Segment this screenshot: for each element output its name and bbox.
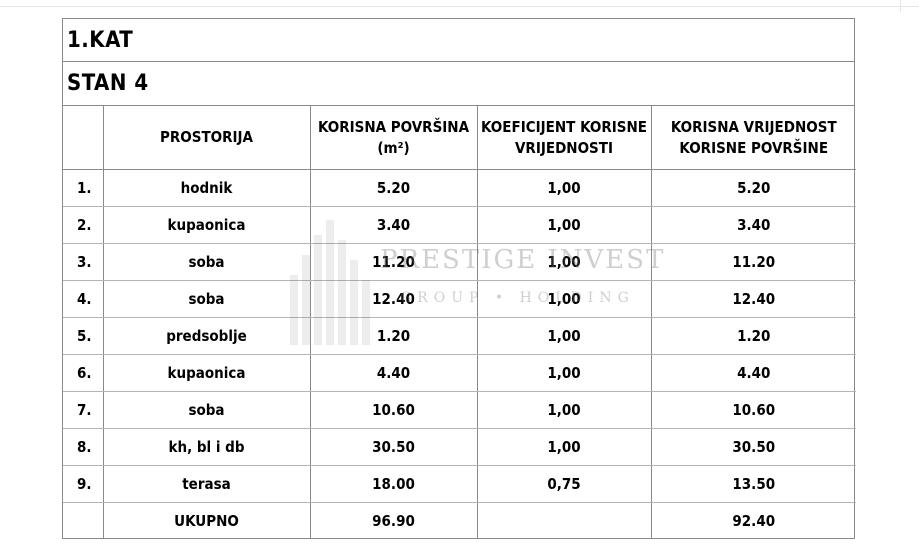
row-room: kupaonica — [103, 354, 311, 392]
table-row: 9. terasa 18.00 0,75 13.50 — [63, 465, 856, 503]
row-coefficient: 1,00 — [477, 243, 652, 281]
row-room: kupaonica — [103, 206, 311, 244]
row-number: 9. — [63, 465, 104, 503]
row-number: 8. — [63, 428, 104, 466]
header-usable-value: KORISNA VRIJEDNOST KORISNE POVRŠINE — [651, 106, 856, 170]
table-row: 6. kupaonica 4.40 1,00 4.40 — [63, 354, 856, 392]
row-number: 2. — [63, 206, 104, 244]
header-number — [63, 106, 104, 170]
row-coefficient: 1,00 — [477, 354, 652, 392]
row-value: 5.20 — [651, 169, 856, 207]
header-usable-area-line2: (m²) — [377, 138, 410, 157]
row-number: 7. — [63, 391, 104, 429]
table-row: 7. soba 10.60 1,00 10.60 — [63, 391, 856, 429]
table-row: 5. predsoblje 1.20 1,00 1.20 — [63, 317, 856, 355]
row-area: 12.40 — [310, 280, 478, 318]
header-room: PROSTORIJA — [103, 106, 311, 170]
watermark-subtext: GROUP • HOLDING — [400, 290, 635, 306]
row-coefficient: 1,00 — [477, 280, 652, 318]
row-room: hodnik — [103, 169, 311, 207]
row-room: predsoblje — [103, 317, 311, 355]
row-area: 18.00 — [310, 465, 478, 503]
total-row: UKUPNO 96.90 92.40 — [63, 502, 856, 539]
header-coefficient-line1: KOEFICIJENT KORISNE — [481, 118, 647, 137]
row-number: 5. — [63, 317, 104, 355]
row-number: 1. — [63, 169, 104, 207]
total-value: 92.40 — [732, 511, 776, 530]
row-value: 11.20 — [651, 243, 856, 281]
row-value: 4.40 — [651, 354, 856, 392]
row-room: soba — [103, 391, 311, 429]
table-row: 4. soba 12.40 1,00 12.40 — [63, 280, 856, 318]
header-usable-value-line2: KORISNE POVRŠINE — [679, 138, 829, 157]
header-usable-area-line1: KORISNA POVRŠINA — [317, 118, 470, 137]
total-coefficient — [477, 502, 652, 539]
row-value: 13.50 — [651, 465, 856, 503]
row-area: 30.50 — [310, 428, 478, 466]
row-coefficient: 1,00 — [477, 169, 652, 207]
row-coefficient: 1,00 — [477, 206, 652, 244]
row-area: 4.40 — [310, 354, 478, 392]
table-row: 2. kupaonica 3.40 1,00 3.40 — [63, 206, 856, 244]
total-area: 96.90 — [310, 502, 478, 539]
row-value: 3.40 — [651, 206, 856, 244]
row-area: 3.40 — [310, 206, 478, 244]
header-coefficient: KOEFICIJENT KORISNE VRIJEDNOSTI — [477, 106, 652, 170]
row-area: 5.20 — [310, 169, 478, 207]
row-area: 10.60 — [310, 391, 478, 429]
row-area: 1.20 — [310, 317, 478, 355]
row-value: 10.60 — [651, 391, 856, 429]
table-header-row: PROSTORIJA KORISNA POVRŠINA (m²) KOEFICI… — [63, 106, 856, 170]
header-usable-area: KORISNA POVRŠINA (m²) — [310, 106, 478, 170]
total-number — [63, 502, 104, 539]
row-area: 11.20 — [310, 243, 478, 281]
row-room: soba — [103, 243, 311, 281]
top-border — [0, 0, 919, 7]
table-row: 3. soba 11.20 1,00 11.20 — [63, 243, 856, 281]
total-label: UKUPNO — [103, 502, 311, 539]
row-coefficient: 0,75 — [477, 465, 652, 503]
right-edge-line — [900, 0, 901, 12]
row-number: 3. — [63, 243, 104, 281]
floor-title: 1.KAT — [63, 19, 854, 62]
unit-title: STAN 4 — [63, 62, 854, 106]
watermark-text: PRESTIGE INVEST — [380, 245, 666, 275]
row-room: soba — [103, 280, 311, 318]
row-number: 6. — [63, 354, 104, 392]
header-coefficient-line2: VRIJEDNOSTI — [514, 138, 613, 157]
row-coefficient: 1,00 — [477, 391, 652, 429]
row-value: 30.50 — [651, 428, 856, 466]
table-row: 8. kh, bl i db 30.50 1,00 30.50 — [63, 428, 856, 466]
row-room: kh, bl i db — [103, 428, 311, 466]
row-coefficient: 1,00 — [477, 317, 652, 355]
header-usable-value-line1: KORISNA VRIJEDNOST — [670, 118, 837, 137]
room-area-table: PROSTORIJA KORISNA POVRŠINA (m²) KOEFICI… — [63, 106, 856, 539]
room-area-sheet: 1.KAT STAN 4 PROSTORIJA KORISNA POVRŠINA… — [62, 18, 856, 539]
row-room: terasa — [103, 465, 311, 503]
row-value: 1.20 — [651, 317, 856, 355]
row-coefficient: 1,00 — [477, 428, 652, 466]
row-number: 4. — [63, 280, 104, 318]
table-row: 1. hodnik 5.20 1,00 5.20 — [63, 169, 856, 207]
row-value: 12.40 — [651, 280, 856, 318]
